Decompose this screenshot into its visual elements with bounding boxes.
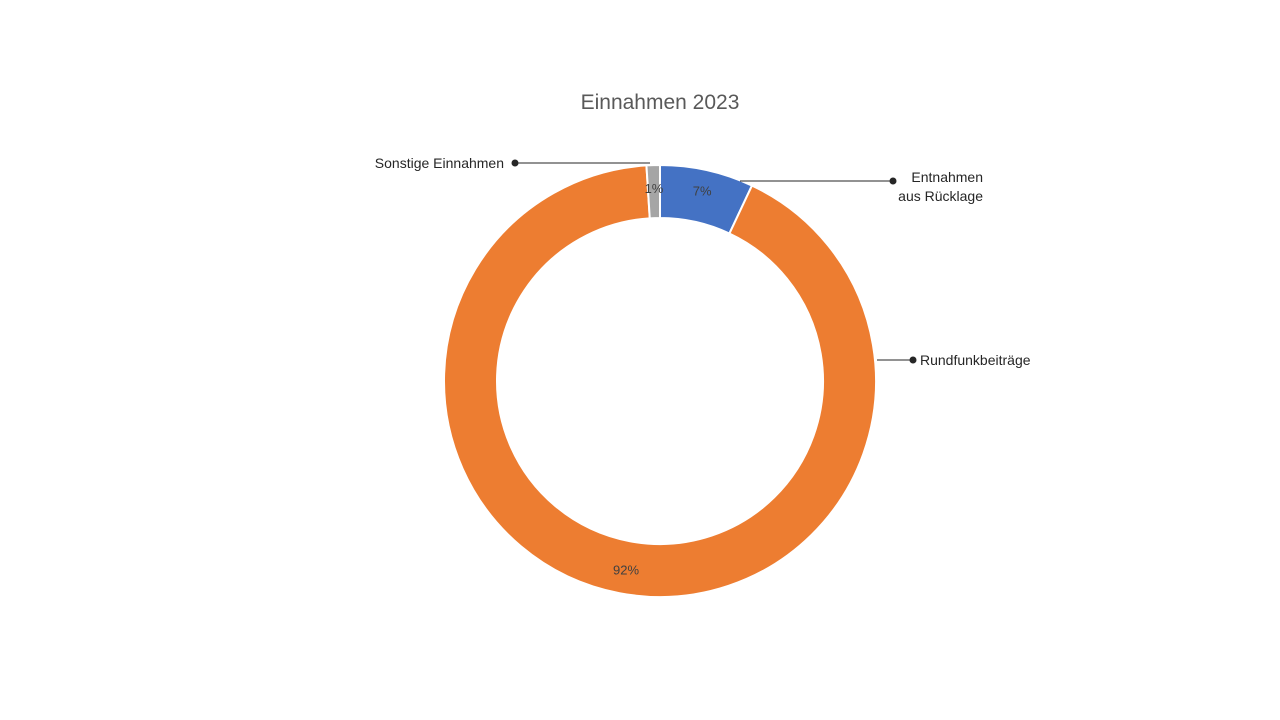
leader-dot-2 — [511, 159, 519, 167]
slice-1 — [443, 164, 877, 598]
leader-dot-0 — [889, 177, 897, 185]
percent-label-0: 7% — [693, 184, 712, 199]
category-label-1: Rundfunkbeiträge — [920, 352, 1031, 368]
percent-label-2: 1% — [645, 181, 664, 196]
slice-2 — [645, 163, 661, 220]
chart-title: Einnahmen 2023 — [581, 91, 740, 114]
category-label-0: Entnahmen aus Rücklage — [898, 169, 983, 204]
slices-group — [443, 163, 877, 598]
leader-dot-1 — [909, 356, 917, 364]
category-label-2: Sonstige Einnahmen — [375, 155, 504, 171]
category-labels-group: Entnahmen aus Rücklage Rundfunkbeiträge Son… — [375, 155, 1031, 368]
percent-labels-group: 7% 92% 1% — [613, 181, 712, 577]
percent-label-1: 92% — [613, 562, 639, 577]
